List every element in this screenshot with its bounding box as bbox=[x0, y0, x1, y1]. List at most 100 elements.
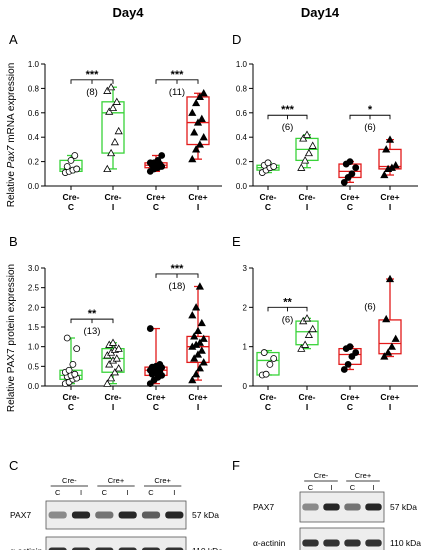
panel-a-category-label: I bbox=[197, 202, 199, 212]
blot-f-band bbox=[344, 539, 361, 547]
panel-d-point bbox=[385, 135, 395, 143]
panel-letter-d: D bbox=[232, 32, 241, 47]
panel-e-annotation: (6) bbox=[364, 301, 376, 312]
panel-b-point bbox=[195, 282, 204, 290]
panel-b-point bbox=[71, 370, 79, 378]
panel-b-point bbox=[65, 366, 73, 374]
panel-b-point bbox=[188, 310, 197, 319]
panel-a-point bbox=[103, 86, 112, 94]
panel-d-category-label: Cre+ bbox=[380, 192, 399, 202]
panel-a-point bbox=[110, 137, 119, 146]
panel-a-point bbox=[105, 107, 114, 115]
panel-a-significance-stars: *** bbox=[171, 69, 185, 81]
panel-d-ytick-label: 1.0 bbox=[236, 60, 248, 69]
panel-e-ytick-label: 1 bbox=[243, 343, 248, 352]
blot-c-membrane bbox=[45, 500, 187, 530]
panel-e-point bbox=[266, 360, 274, 368]
panel-a-sample-size: (8) bbox=[86, 87, 98, 98]
panel-a-point bbox=[195, 92, 204, 101]
panel-a-ytick-label: 0.0 bbox=[28, 182, 40, 191]
panel-b-sample-size: (18) bbox=[169, 281, 186, 292]
panel-d-category-label: I bbox=[306, 202, 308, 212]
panel-e-point bbox=[352, 349, 360, 356]
blot-f-membrane bbox=[299, 527, 385, 550]
panel-e-point bbox=[304, 330, 313, 338]
panel-b-category-label: I bbox=[112, 402, 114, 412]
title-day14: Day14 bbox=[301, 5, 340, 20]
panel-letter-f: F bbox=[232, 458, 240, 473]
panel-e-ytick-label: 2 bbox=[243, 303, 248, 312]
blot-f-kda-label: 110 kDa bbox=[390, 538, 421, 548]
panel-d-ytick-label: 0.2 bbox=[236, 158, 248, 167]
panel-e-point bbox=[260, 349, 268, 356]
panel-letter-e: E bbox=[232, 234, 241, 249]
blot-c-band bbox=[71, 511, 91, 519]
blot-f-protein-label: PAX7 bbox=[253, 502, 274, 512]
panel-e-significance-stars: ** bbox=[283, 296, 292, 308]
panel-a-category-label: Cre- bbox=[104, 192, 121, 202]
blot-c-lane-label: I bbox=[173, 488, 175, 497]
blot-c-lane-label: C bbox=[55, 488, 61, 497]
panel-e-point bbox=[346, 343, 354, 351]
panel-b-point bbox=[156, 360, 164, 368]
panel-b-point bbox=[190, 332, 199, 340]
panel-e-point bbox=[262, 370, 270, 378]
panel-a-point bbox=[195, 140, 204, 148]
panel-e-category-label: Cre+ bbox=[380, 392, 399, 402]
panel-b-point bbox=[195, 364, 204, 372]
panel-d-point bbox=[391, 161, 400, 169]
panel-a-category-label: I bbox=[112, 202, 114, 212]
panel-b-ytick-label: 0.5 bbox=[28, 362, 40, 371]
blot-c-band bbox=[165, 547, 184, 550]
blot-c-band bbox=[118, 547, 137, 550]
panel-a-point bbox=[197, 114, 206, 123]
panel-d-point bbox=[308, 141, 317, 149]
blot-c-group-label: Cre+ bbox=[108, 476, 125, 485]
panel-e-point bbox=[344, 360, 352, 368]
panel-d-sample-size: (6) bbox=[364, 122, 376, 133]
panel-e-point bbox=[302, 314, 312, 322]
panel-a-point bbox=[63, 163, 71, 170]
blot-f-lane-label: I bbox=[372, 483, 374, 492]
blot-c-band bbox=[95, 547, 114, 550]
panel-b-box bbox=[186, 335, 210, 364]
panel-a-point bbox=[73, 165, 81, 173]
panel-b-point bbox=[199, 334, 208, 342]
panel-b-ylabel: Relative PAX7 protein expression bbox=[6, 264, 17, 412]
panel-b-plot: 0.00.51.01.52.02.53.0Cre-CCre-ICre+CCre+… bbox=[28, 263, 222, 412]
panel-letter-c: C bbox=[9, 458, 18, 473]
blot-f-lane-label: C bbox=[350, 483, 356, 492]
panel-d-ytick-label: 0.6 bbox=[236, 109, 248, 118]
panel-d-category-label: Cre+ bbox=[340, 192, 359, 202]
blot-c-lane-label: C bbox=[102, 488, 108, 497]
panel-b-point bbox=[110, 368, 119, 376]
blot-c-lane-label: I bbox=[127, 488, 129, 497]
blot-c-band bbox=[48, 511, 67, 519]
panel-e-category-label: Cre+ bbox=[340, 392, 359, 402]
panel-letter-a: A bbox=[9, 32, 18, 47]
blot-f-group-label: Cre- bbox=[314, 471, 329, 480]
panel-d-ytick-label: 0.8 bbox=[236, 84, 248, 93]
panel-e-point bbox=[308, 324, 317, 333]
panel-b-point bbox=[197, 318, 206, 327]
panel-a-point bbox=[188, 154, 197, 163]
panel-a-point bbox=[67, 156, 75, 164]
blot-c-band bbox=[141, 511, 161, 519]
panel-d-sample-size: (6) bbox=[282, 122, 294, 133]
blot-c-band bbox=[48, 547, 67, 550]
panel-b-category-label: Cre+ bbox=[146, 392, 165, 402]
panel-d-point bbox=[270, 163, 278, 170]
blot-f-protein-label: α-actinin bbox=[253, 538, 286, 548]
panel-b-point bbox=[114, 344, 123, 352]
panel-a-ytick-label: 0.4 bbox=[28, 133, 40, 142]
panel-a-plot: 0.00.20.40.60.81.0Cre-CCre-ICre+CCre+I**… bbox=[28, 60, 222, 212]
panel-d-point bbox=[352, 164, 360, 172]
panel-e-ytick-label: 3 bbox=[243, 264, 248, 273]
panel-d-category-label: C bbox=[265, 202, 271, 212]
panel-d-point bbox=[264, 159, 272, 167]
panel-d-point bbox=[304, 148, 313, 157]
panel-d-significance-stars: *** bbox=[281, 104, 295, 116]
blot-f-band bbox=[302, 539, 319, 547]
